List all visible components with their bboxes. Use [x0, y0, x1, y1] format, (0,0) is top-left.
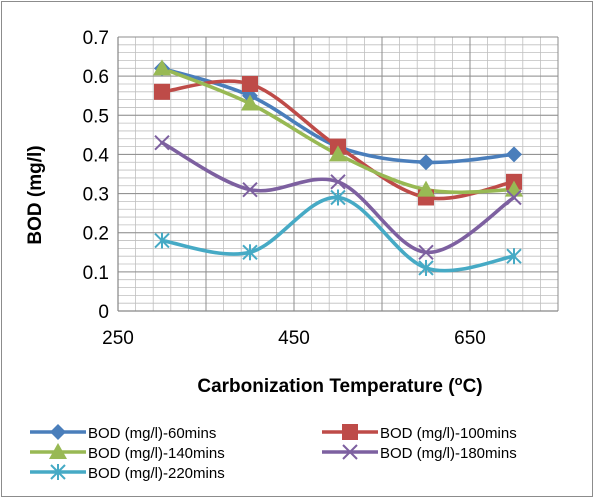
y-tick-label: 0.4	[83, 145, 110, 166]
data-point-series-3	[417, 180, 435, 197]
data-point-series-5	[418, 259, 434, 276]
data-point-series-5	[330, 189, 346, 206]
y-tick-label: 0.7	[83, 28, 109, 49]
x-axis-title: Carbonization Temperature (oC)	[197, 373, 482, 397]
x-tick-label: 650	[454, 328, 486, 349]
data-point-series-5	[154, 232, 170, 249]
legend-marker-5	[50, 464, 66, 480]
legend-label-2: BOD (mg/l)-100mins	[380, 425, 517, 442]
y-tick-label: 0.1	[83, 263, 109, 284]
y-tick-label: 0.5	[83, 106, 109, 127]
y-tick-label: 0	[98, 302, 109, 323]
y-tick-label: 0.3	[83, 185, 109, 206]
data-point-series-1	[418, 154, 434, 171]
legend-label-5: BOD (mg/l)-220mins	[88, 465, 225, 482]
legend-marker-2	[342, 424, 358, 440]
axes	[117, 37, 558, 312]
legend-label-4: BOD (mg/l)-180mins	[380, 445, 517, 462]
x-axis-title-suffix: C)	[463, 376, 483, 397]
legend-label-1: BOD (mg/l)-60mins	[88, 425, 216, 442]
legend-marker-4	[342, 444, 358, 460]
data-point-series-3	[329, 145, 347, 162]
series-line-5	[160, 195, 516, 273]
data-point-series-4	[506, 189, 522, 206]
data-point-series-1	[506, 146, 522, 163]
y-tick-labels: 0 0.1 0.2 0.3 0.4 0.5 0.6 0.7	[83, 28, 110, 323]
y-tick-label: 0.6	[83, 67, 109, 88]
x-tick-label: 450	[278, 328, 310, 349]
x-tick-labels: 250 450 650	[102, 328, 486, 349]
data-point-series-4	[330, 174, 346, 190]
data-point-series-4	[418, 244, 434, 260]
legend-marker-3	[49, 443, 67, 459]
legend-marker-1	[50, 424, 66, 440]
data-point-series-3	[153, 59, 171, 76]
legend-label-3: BOD (mg/l)-140mins	[88, 445, 225, 462]
x-axis-title-superscript: o	[455, 373, 463, 388]
y-axis-title: BOD (mg/l)	[25, 145, 46, 244]
x-tick-label: 250	[102, 328, 134, 349]
y-tick-label: 0.2	[83, 224, 109, 245]
data-point-series-4	[154, 134, 170, 151]
data-point-series-4	[242, 181, 258, 198]
data-point-series-2	[154, 83, 170, 100]
data-point-series-3	[241, 94, 259, 111]
data-point-series-5	[506, 248, 522, 265]
data-point-series-5	[242, 244, 258, 261]
x-axis-title-main: Carbonization Temperature (	[197, 376, 455, 397]
legend: BOD (mg/l)-60mins BOD (mg/l)-100mins BOD (…	[30, 424, 517, 482]
data-point-series-2	[242, 75, 258, 92]
series-markers	[153, 59, 523, 276]
